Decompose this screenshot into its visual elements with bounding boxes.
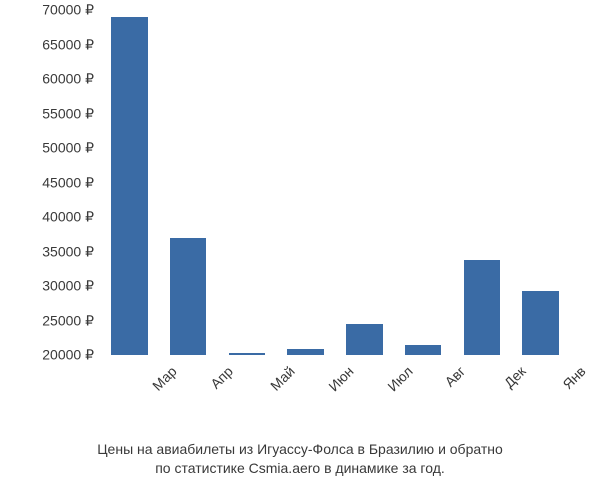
y-tick-label: 60000 ₽	[42, 71, 94, 88]
bar	[346, 324, 382, 355]
x-tick-label: Май	[267, 363, 298, 394]
y-tick-label: 40000 ₽	[42, 209, 94, 226]
bar	[522, 291, 558, 355]
bar	[170, 238, 206, 355]
chart-caption: Цены на авиабилеты из Игуассу-Фолса в Бр…	[0, 440, 600, 478]
x-tick-label: Дек	[500, 363, 528, 391]
plot-area: 20000 ₽25000 ₽30000 ₽35000 ₽40000 ₽45000…	[100, 10, 570, 355]
y-tick-label: 55000 ₽	[42, 105, 94, 122]
y-tick-label: 35000 ₽	[42, 243, 94, 260]
y-tick-label: 65000 ₽	[42, 36, 94, 53]
x-tick-label: Янв	[560, 363, 589, 392]
x-tick-label: Июн	[326, 363, 357, 394]
x-tick-label: Мар	[149, 363, 180, 394]
y-axis: 20000 ₽25000 ₽30000 ₽35000 ₽40000 ₽45000…	[10, 10, 100, 355]
bar	[464, 260, 500, 355]
y-tick-label: 25000 ₽	[42, 312, 94, 329]
x-tick-label: Июл	[384, 363, 415, 394]
price-bar-chart: 20000 ₽ 25000 ₽ 30000 ₽ 35000 ₽ 40000 ₽ 45000…	[0, 0, 600, 500]
y-tick-label: 45000 ₽	[42, 174, 94, 191]
y-tick-label: 70000 ₽	[42, 2, 94, 19]
caption-line-2: по статистике Csmia.aero в динамике за г…	[155, 460, 445, 476]
y-tick-label: 50000 ₽	[42, 140, 94, 157]
x-tick-label: Авг	[441, 363, 468, 390]
y-tick-label: 30000 ₽	[42, 278, 94, 295]
bars-container	[100, 10, 570, 355]
caption-line-1: Цены на авиабилеты из Игуассу-Фолса в Бр…	[97, 441, 503, 457]
bar	[405, 345, 441, 355]
x-axis: МарАпрМайИюнИюлАвгДекЯнв	[100, 355, 570, 425]
y-tick-label: 20000 ₽	[42, 347, 94, 364]
x-tick-label: Апр	[207, 363, 236, 392]
bar	[111, 17, 147, 355]
